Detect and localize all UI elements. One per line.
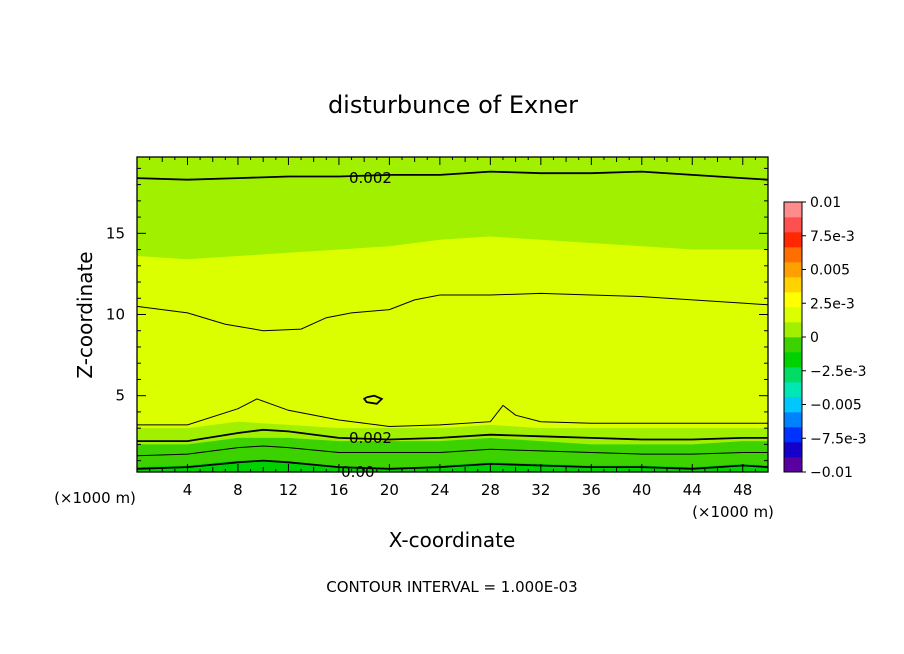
colorbar: 0.01 7.5e-3 0.005 2.5e-3 0 −2.5e-3 −0.005 −7.5e… [783,195,867,481]
contour-line-3 [137,398,768,428]
colorbar-swatch [784,427,802,443]
colorbar-label: −7.5e-3 [810,431,867,447]
colorbar-swatch [784,322,802,338]
x-axis-label: X-coordinate [389,528,516,552]
colorbar-swatch [784,247,802,263]
colorbar-swatch [784,292,802,308]
x-tick-label: 20 [380,481,399,499]
contour-interval-note: CONTOUR INTERVAL = 1.000E-03 [326,578,577,596]
x-unit-left: (×1000 m) [54,489,136,507]
colorbar-label: 0.005 [810,263,850,279]
x-tick-label: 44 [683,481,702,499]
x-tick-label: 28 [481,481,500,499]
y-tick-label: 5 [115,387,125,405]
x-tick-label: 16 [329,481,348,499]
colorbar-swatch [784,397,802,413]
y-axis-label: Z-coordinate [73,251,97,378]
x-unit-right: (×1000 m) [692,503,774,521]
colorbar-swatch [784,382,802,398]
colorbar-label: 7.5e-3 [810,229,855,245]
y-tick-label: 15 [106,224,125,242]
x-tick-label: 24 [430,481,449,499]
colorbar-swatch [784,217,802,233]
x-tick-label: 12 [279,481,298,499]
y-tick-label: 10 [106,306,125,324]
contour-label-0: 0.002 [349,169,392,187]
colorbar-swatch [784,307,802,323]
colorbar-swatch [784,442,802,458]
colorbar-swatch [784,337,802,353]
contour-line-4 [137,428,768,442]
x-tick-label: 48 [733,481,752,499]
colorbar-label: −0.005 [810,398,862,414]
chart-title: disturbunce of Exner [328,91,578,119]
colorbar-label: 2.5e-3 [810,296,855,312]
contour-line-5 [136,445,768,457]
colorbar-swatch [784,457,802,473]
colorbar-swatch [784,232,802,248]
colorbar-label: −2.5e-3 [810,364,867,380]
contour-line-1 [136,292,769,332]
x-tick-label: 40 [632,481,651,499]
colorbar-swatch [784,367,802,383]
colorbar-label: −0.01 [810,465,853,481]
colorbar-swatch [784,412,802,428]
contour-line-0 [136,170,769,181]
filled-region-1 [137,236,768,429]
colorbar-swatch [784,202,802,218]
colorbar-swatch [784,262,802,278]
x-tick-label: 32 [531,481,550,499]
x-axis: 4 8 12 16 20 24 28 32 36 40 44 48 [149,157,756,499]
colorbar-label: 0.01 [810,195,841,211]
contour-label-1: 0.002 [349,429,392,447]
x-tick-label: 8 [233,481,243,499]
colorbar-label: 0 [810,330,819,346]
x-tick-label: 36 [582,481,601,499]
contour-line-2 [362,394,384,405]
colorbar-swatch [784,277,802,293]
x-tick-label: 4 [183,481,193,499]
colorbar-swatch [784,352,802,368]
y-axis: 5 10 15 [106,167,768,462]
